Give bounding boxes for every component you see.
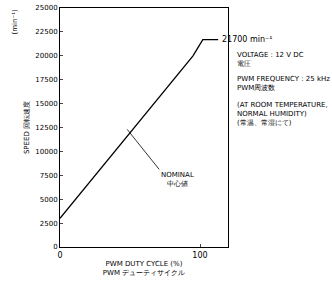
svg-text:PWM DUTY CYCLE (%)PWM デューティサイク: PWM DUTY CYCLE (%)PWM デューティサイクル: [103, 260, 185, 277]
svg-text:22500: 22500: [35, 28, 57, 36]
svg-text:10000: 10000: [35, 148, 57, 156]
svg-text:VOLTAGE : 12 V DC電圧: VOLTAGE : 12 V DC電圧: [237, 51, 304, 68]
svg-text:(AT ROOM TEMPERATURE,NORMAL HU: (AT ROOM TEMPERATURE,NORMAL HUMIDITY)(常温…: [237, 101, 328, 127]
svg-text:25000: 25000: [35, 4, 57, 12]
svg-text:7500: 7500: [40, 172, 58, 180]
svg-text:NOMINAL中心値: NOMINAL中心値: [161, 171, 194, 188]
svg-text:0: 0: [57, 251, 62, 260]
svg-text:5000: 5000: [40, 196, 58, 204]
svg-text:0: 0: [53, 243, 57, 251]
svg-text:17500: 17500: [35, 76, 57, 84]
svg-text:PWM FREQUENCY : 25 kHzPWM周波数: PWM FREQUENCY : 25 kHzPWM周波数: [237, 75, 330, 92]
svg-text:SPEED 回転速度: SPEED 回転速度: [23, 101, 31, 154]
svg-text:21700 min⁻¹: 21700 min⁻¹: [222, 35, 273, 44]
svg-text:20000: 20000: [35, 52, 57, 60]
svg-text:12500: 12500: [35, 124, 57, 132]
svg-text:15000: 15000: [35, 100, 57, 108]
svg-text:(min⁻¹): (min⁻¹): [11, 9, 19, 34]
svg-text:100: 100: [192, 251, 207, 260]
svg-text:2500: 2500: [40, 220, 58, 228]
